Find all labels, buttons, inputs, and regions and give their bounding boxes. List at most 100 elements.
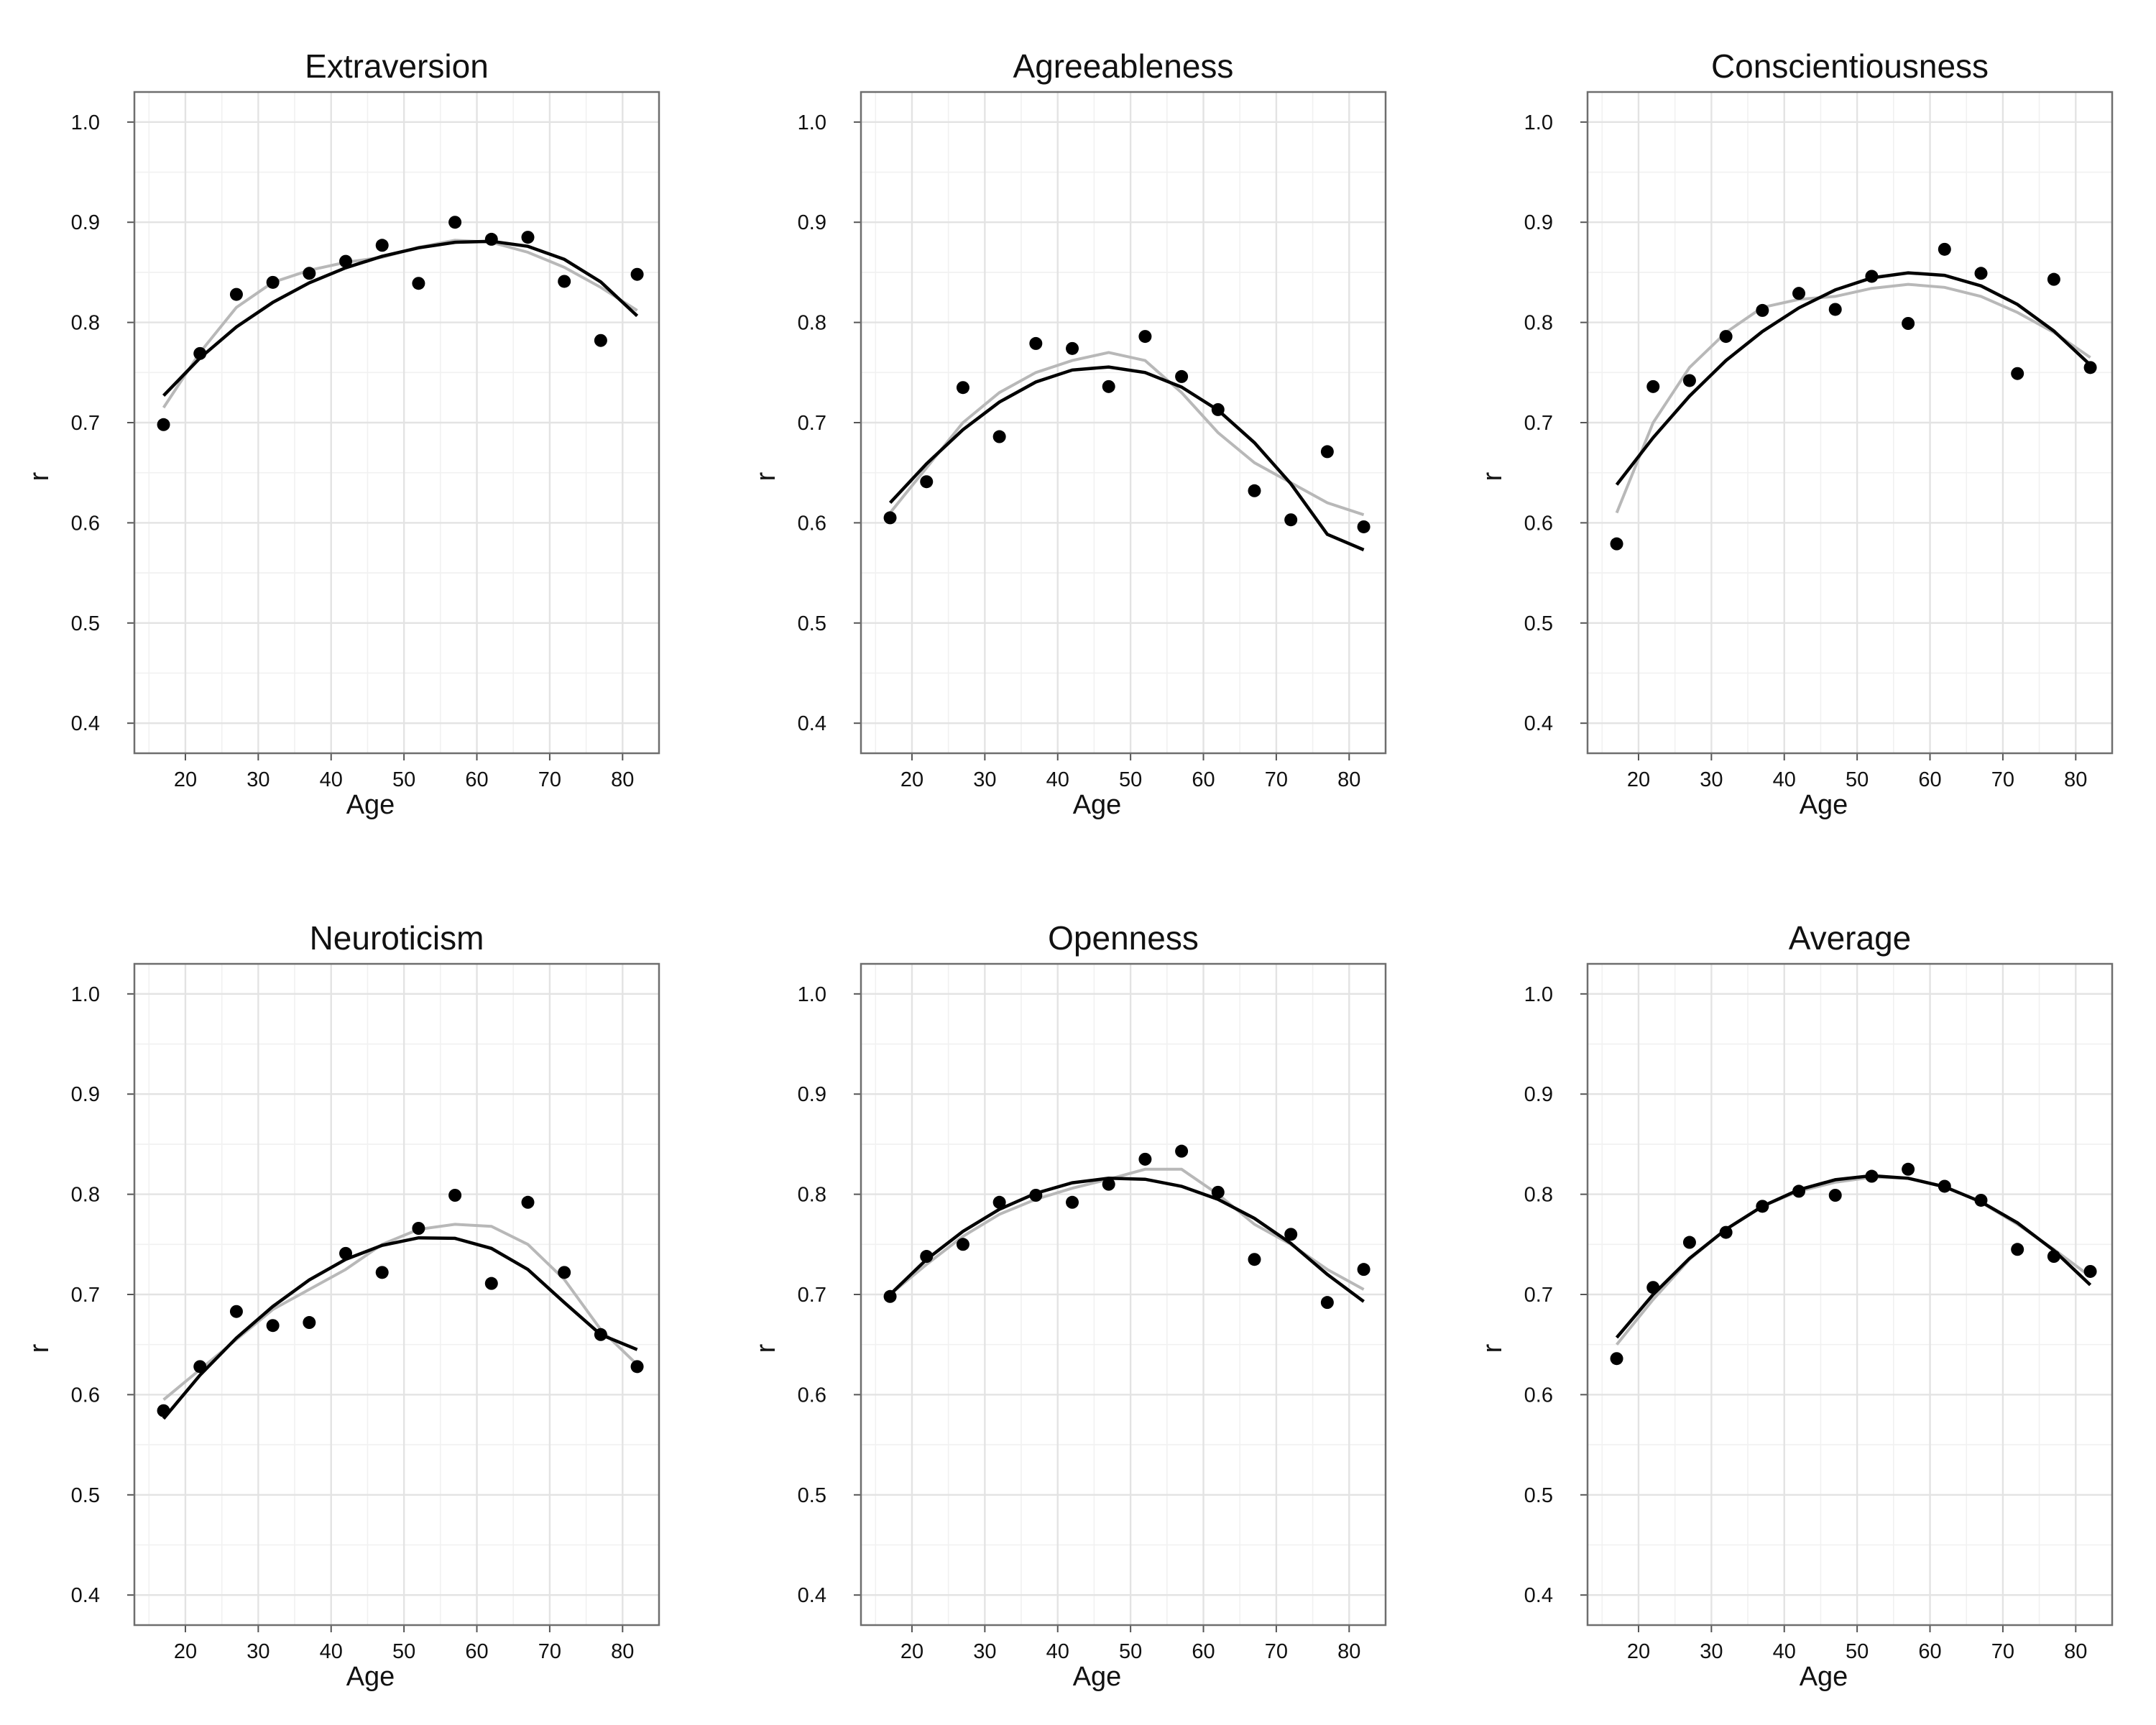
data-point	[1938, 242, 1951, 256]
x-axis-label: Age	[1800, 1662, 1848, 1692]
chart-panel-5: 20 30 40 50 60 70 80 0.4 0.5 0.6 0.7 0.8 0.9 1.0 Openn…	[751, 919, 1387, 1692]
data-point	[1102, 1177, 1115, 1191]
x-tick-label: 70	[1991, 768, 2014, 791]
data-point	[1792, 287, 1806, 300]
x-axis-label: Age	[1073, 1662, 1122, 1692]
x-tick-label: 50	[1846, 1640, 1869, 1663]
data-point	[2047, 1250, 2060, 1264]
y-tick-label: 0.6	[71, 512, 100, 535]
data-point	[883, 1289, 897, 1303]
y-tick-label: 1.0	[798, 111, 826, 134]
y-tick-label: 1.0	[71, 983, 100, 1006]
y-tick-label: 0.6	[798, 1384, 826, 1407]
y-tick-label: 0.9	[798, 1083, 826, 1106]
y-tick-label: 0.6	[798, 512, 826, 535]
x-tick-label: 70	[1991, 1640, 2014, 1663]
plot-frame	[133, 91, 660, 755]
y-axis-label: r	[1478, 472, 1508, 481]
x-tick-label: 20	[900, 1640, 923, 1663]
x-tick-label: 60	[465, 768, 488, 791]
y-tick-label: 1.0	[1524, 111, 1553, 134]
y-tick-label: 0.9	[798, 211, 826, 234]
y-tick-label: 0.9	[1524, 1083, 1553, 1106]
data-point	[193, 346, 207, 360]
data-point	[1610, 537, 1623, 551]
chart-title: Extraversion	[305, 47, 489, 85]
quadratic-fit-line	[888, 365, 1365, 552]
data-point	[1211, 402, 1225, 416]
y-tick-label: 0.5	[798, 1484, 826, 1507]
quadratic-fit-line	[1615, 271, 2092, 486]
x-tick-label: 30	[973, 1640, 996, 1663]
data-point	[157, 1404, 170, 1417]
y-tick-label: 0.7	[71, 1284, 100, 1307]
data-point	[484, 232, 498, 246]
y-tick-label: 0.8	[798, 1184, 826, 1207]
x-tick-label: 40	[320, 768, 343, 791]
smooth-fit-line	[889, 351, 1365, 517]
data-point	[1248, 484, 1261, 497]
data-point	[1320, 445, 1334, 459]
x-tick-label: 50	[392, 1640, 415, 1663]
data-point	[1865, 270, 1879, 283]
x-tick-label: 60	[465, 1640, 488, 1663]
data-point	[1357, 520, 1370, 533]
x-tick-label: 70	[538, 768, 561, 791]
data-point	[1792, 1184, 1806, 1198]
x-axis-label: Age	[1073, 790, 1122, 820]
data-point	[1610, 1352, 1623, 1366]
x-tick-label: 20	[1627, 768, 1650, 791]
data-point	[157, 418, 170, 431]
data-point	[448, 216, 462, 229]
data-point	[1029, 1189, 1043, 1202]
data-point	[1284, 1228, 1298, 1241]
x-tick-label: 30	[973, 768, 996, 791]
y-tick-label: 0.7	[798, 412, 826, 435]
data-point	[594, 334, 607, 347]
x-tick-label: 70	[1265, 768, 1288, 791]
plot-frame	[860, 91, 1387, 755]
data-point	[448, 1189, 462, 1202]
x-tick-label: 80	[2064, 768, 2087, 791]
x-tick-label: 40	[1773, 768, 1796, 791]
plot-frame	[133, 962, 660, 1627]
data-point	[303, 267, 316, 280]
data-point	[303, 1316, 316, 1330]
data-point	[484, 1276, 498, 1290]
plot-frame	[1586, 91, 2114, 755]
data-point	[1646, 380, 1660, 393]
data-point	[630, 1360, 644, 1374]
x-tick-label: 80	[611, 768, 634, 791]
y-tick-label: 0.4	[71, 712, 100, 735]
data-point	[1138, 1152, 1152, 1166]
y-tick-label: 0.4	[1524, 712, 1553, 735]
x-tick-label: 20	[900, 768, 923, 791]
data-point	[2011, 367, 2024, 380]
chart-title: Conscientiousness	[1711, 47, 1989, 85]
x-tick-label: 20	[1627, 1640, 1650, 1663]
x-axis-label: Age	[346, 790, 395, 820]
y-tick-label: 0.6	[1524, 1384, 1553, 1407]
data-point	[521, 231, 535, 244]
data-point	[1029, 336, 1043, 350]
quadratic-fit-line	[1615, 1174, 2092, 1339]
y-tick-label: 0.5	[1524, 612, 1553, 635]
data-point	[1828, 303, 1842, 316]
data-point	[1719, 330, 1733, 344]
data-point	[594, 1328, 607, 1341]
chart-title: Agreeableness	[1013, 47, 1234, 85]
data-point	[1756, 303, 1769, 317]
y-tick-label: 0.6	[71, 1384, 100, 1407]
data-point	[1320, 1296, 1334, 1310]
y-tick-label: 0.8	[1524, 312, 1553, 335]
x-tick-label: 20	[174, 1640, 197, 1663]
data-point	[375, 1266, 389, 1279]
y-tick-label: 0.6	[1524, 512, 1553, 535]
data-point	[1974, 1193, 1988, 1207]
x-tick-label: 30	[1700, 1640, 1723, 1663]
data-point	[266, 275, 280, 289]
plot-frame	[1586, 962, 2114, 1627]
data-point	[956, 381, 969, 395]
chart-panel-3: 20 30 40 50 60 70 80 0.4 0.5 0.6 0.7 0.8 0.9 1.0 Consc…	[1478, 47, 2114, 820]
